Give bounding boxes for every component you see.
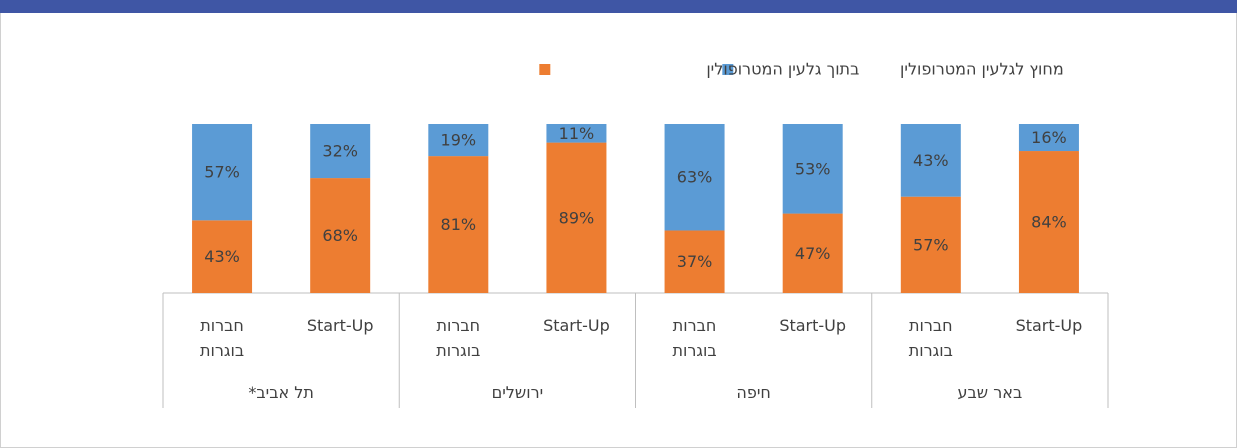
legend-swatch bbox=[539, 64, 551, 75]
x-tick-label: Start-Up bbox=[543, 316, 610, 335]
bar-segment bbox=[310, 178, 371, 293]
data-label: 81% bbox=[441, 215, 477, 234]
data-label: 57% bbox=[204, 163, 240, 182]
group-label: באר שבע bbox=[957, 383, 1023, 402]
data-label: 19% bbox=[441, 131, 477, 150]
data-label: 53% bbox=[795, 159, 831, 178]
bar-segment bbox=[664, 230, 725, 293]
x-tick-label: חברות בוגרות bbox=[672, 316, 717, 360]
bar-segment bbox=[782, 213, 843, 293]
x-tick-label: Start-Up bbox=[1015, 316, 1083, 335]
x-tick-label: Start-Up bbox=[306, 316, 374, 335]
bar-segment bbox=[546, 124, 607, 143]
bar-segment bbox=[310, 124, 371, 179]
bar-segment bbox=[428, 156, 489, 293]
legend-label: מחוץ לגלעין המטרופולין bbox=[900, 60, 1064, 79]
data-label: 47% bbox=[795, 244, 831, 263]
bar-segment bbox=[428, 124, 489, 157]
legend-swatch bbox=[722, 64, 734, 75]
data-label: 89% bbox=[559, 208, 595, 227]
bar-segment bbox=[900, 196, 961, 293]
bar-segment bbox=[1018, 151, 1079, 293]
top-band bbox=[0, 0, 1237, 13]
group-label: תל אביב* bbox=[248, 383, 314, 402]
bar-segment bbox=[900, 124, 961, 197]
x-tick-label: חברות בוגרות bbox=[436, 316, 481, 360]
bar-segment bbox=[192, 220, 253, 293]
bar-segment bbox=[664, 124, 725, 231]
data-label: 57% bbox=[913, 235, 949, 254]
data-label: 63% bbox=[677, 168, 713, 187]
x-tick-label: חברות בוגרות bbox=[908, 316, 953, 360]
group-label: חיפה bbox=[736, 383, 771, 402]
data-label: 37% bbox=[677, 252, 713, 271]
data-label: 43% bbox=[204, 247, 240, 266]
data-label: 68% bbox=[322, 226, 358, 245]
group-label: ירושלים bbox=[491, 383, 544, 402]
bar-segment bbox=[1018, 124, 1079, 152]
data-label: 32% bbox=[322, 142, 358, 161]
legend-label: בתוך גלעין המטרופולין bbox=[706, 60, 859, 79]
bar-segment bbox=[192, 124, 253, 221]
bar-segment bbox=[546, 142, 607, 293]
bar-segment bbox=[782, 124, 843, 214]
data-label: 16% bbox=[1031, 128, 1067, 147]
data-label: 43% bbox=[913, 151, 949, 170]
data-label: 11% bbox=[559, 124, 595, 143]
x-tick-label: חברות בוגרות bbox=[200, 316, 245, 360]
data-label: 84% bbox=[1031, 213, 1067, 232]
x-tick-label: Start-Up bbox=[779, 316, 847, 335]
